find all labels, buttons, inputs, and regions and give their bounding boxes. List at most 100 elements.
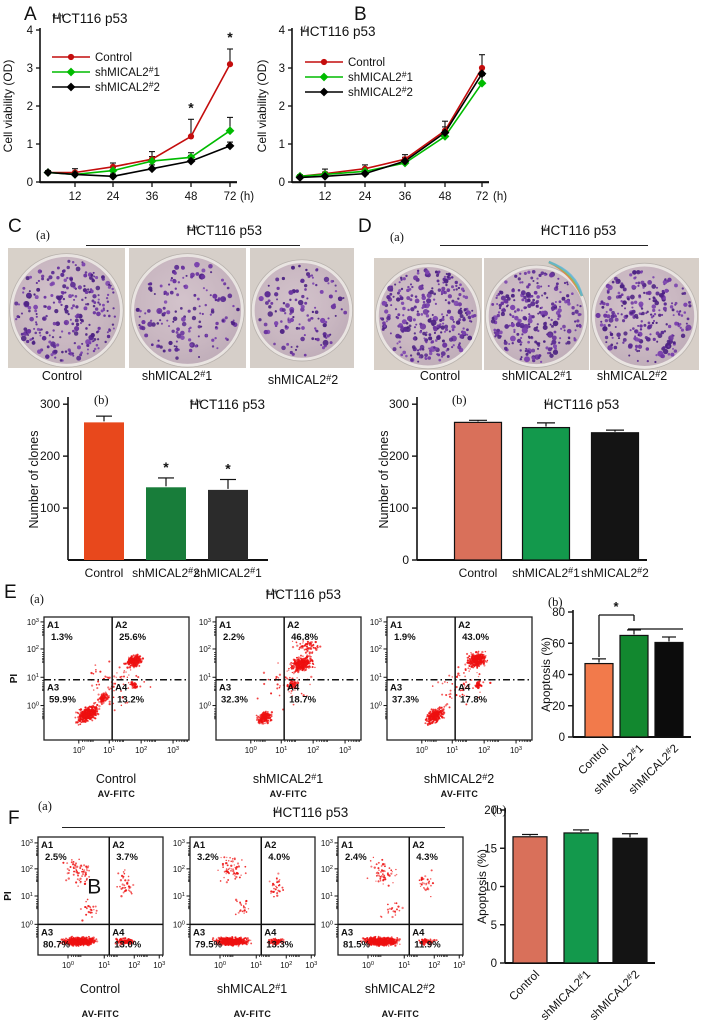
flow-cytometry-row-f: 100 101 102 103103102101100A12.5%A23.7%A380… [3,836,465,1019]
panel-d-marker-a: (a) [390,230,404,244]
svg-text:0: 0 [402,553,409,567]
flow-label-e-control: Control [95,772,137,786]
svg-text:102: 102 [128,961,140,970]
dish-label-d-sh2: shMICAL2#2 [596,369,668,384]
svg-text:102: 102 [478,746,490,755]
svg-text:Control: Control [348,57,385,69]
svg-text:13.2%: 13.2% [117,695,144,706]
svg-text:101: 101 [98,961,110,970]
bar-chart-clones-c: 100 200 300 Number of clones Control * shMICAL… [27,397,268,580]
panel-b-title: HCT116 p53 -/- [300,24,376,39]
svg-text:3: 3 [279,63,285,75]
svg-text:Apoptosis (%): Apoptosis (%) [539,637,553,712]
svg-text:Cell viability (OD): Cell viability (OD) [1,60,15,153]
panel-c-marker-b: (b) [94,393,109,407]
svg-text:101: 101 [446,746,458,755]
svg-text:100: 100 [416,746,428,755]
panel-f-title: HCT116 p53 -/- [272,805,349,820]
svg-text:102: 102 [27,645,39,654]
bar-d-title: HCT116 p53 -/- [543,397,620,412]
flow-label-f-sh1: shMICAL2#1 [216,982,288,997]
svg-text:4: 4 [279,25,286,37]
svg-text:*: * [227,29,233,45]
flow-label-f-control: Control [79,982,121,996]
svg-text:12: 12 [319,191,332,203]
svg-text:103: 103 [27,618,39,627]
dish-label-c-sh2: shMICAL2#2 [267,373,339,388]
svg-text:Number of clones: Number of clones [377,431,391,529]
svg-text:24: 24 [107,191,120,203]
svg-text:A3: A3 [219,683,231,694]
svg-text:A2: A2 [287,620,299,631]
svg-text:18.7%: 18.7% [289,695,316,706]
svg-text:72: 72 [224,191,237,203]
svg-text:(h): (h) [493,191,507,203]
svg-text:100: 100 [389,501,409,515]
panel-c-title: HCT116 p53 +/+ [186,223,263,238]
svg-text:72: 72 [476,191,489,203]
svg-text:103: 103 [339,746,351,755]
flow-label-e-sh2: shMICAL2#2 [423,772,495,787]
flow-cytometry-row-e: 100 101 102 103103102101100A11.3%A225.6%A35… [9,616,533,799]
svg-text:103: 103 [370,618,382,627]
svg-text:100: 100 [40,501,60,515]
svg-text:103: 103 [167,746,179,755]
svg-text:48: 48 [185,191,198,203]
svg-text:102: 102 [135,746,147,755]
svg-text:AV-FITC: AV-FITC [98,789,136,799]
panel-e-marker-b: (b) [548,595,563,609]
svg-text:100: 100 [27,702,39,711]
svg-text:shMICAL2#1: shMICAL2#1 [95,65,160,79]
svg-text:1: 1 [279,139,285,151]
svg-text:A1: A1 [219,620,232,631]
svg-text:100: 100 [62,961,74,970]
svg-text:A1: A1 [47,620,60,631]
svg-text:*: * [188,99,194,115]
svg-text:3: 3 [27,63,33,75]
svg-text:300: 300 [40,397,60,411]
svg-text:shMICAL2#2: shMICAL2#2 [132,565,200,580]
svg-text:AV-FITC: AV-FITC [441,789,479,799]
svg-text:A2: A2 [458,620,470,631]
svg-text:Control: Control [95,52,132,64]
svg-text:(h): (h) [240,191,254,203]
svg-text:43.0%: 43.0% [462,632,489,643]
svg-text:101: 101 [199,673,211,682]
panel-b-letter: B [354,4,368,25]
svg-text:A4: A4 [287,683,300,694]
panel-c-marker-a: (a) [36,228,50,242]
svg-text:1.3%: 1.3% [51,632,73,643]
svg-text:103: 103 [153,961,165,970]
dish-label-c-sh1: shMICAL2#1 [141,369,213,384]
svg-text:*: * [225,461,231,477]
svg-text:1: 1 [27,139,33,151]
svg-text:2: 2 [27,101,33,113]
panel-d-letter: D [358,216,373,237]
flow-label-f-sh2: shMICAL2#2 [364,982,436,997]
svg-text:102: 102 [21,865,33,874]
panel-d-marker-b: (b) [452,393,467,407]
svg-text:25.6%: 25.6% [119,632,146,643]
svg-text:*: * [163,459,169,475]
panel-f-title-underline [62,827,445,828]
svg-text:101: 101 [275,746,287,755]
svg-text:200: 200 [40,449,60,463]
svg-text:46.8%: 46.8% [291,632,318,643]
svg-text:4: 4 [27,25,34,37]
svg-text:300: 300 [389,397,409,411]
svg-text:103: 103 [21,839,33,848]
svg-text:40: 40 [552,670,565,682]
svg-text:100: 100 [73,746,85,755]
svg-text:shMICAL2#2: shMICAL2#2 [348,85,413,99]
svg-text:0: 0 [279,177,285,189]
panel-f-marker-b: (b) [492,803,507,817]
svg-text:Number of clones: Number of clones [27,431,41,529]
svg-text:102: 102 [307,746,319,755]
flow-label-e-sh1: shMICAL2#1 [252,772,324,787]
svg-text:0: 0 [559,732,565,744]
svg-text:20: 20 [552,701,565,713]
svg-text:shMICAL2#1: shMICAL2#1 [348,70,413,84]
